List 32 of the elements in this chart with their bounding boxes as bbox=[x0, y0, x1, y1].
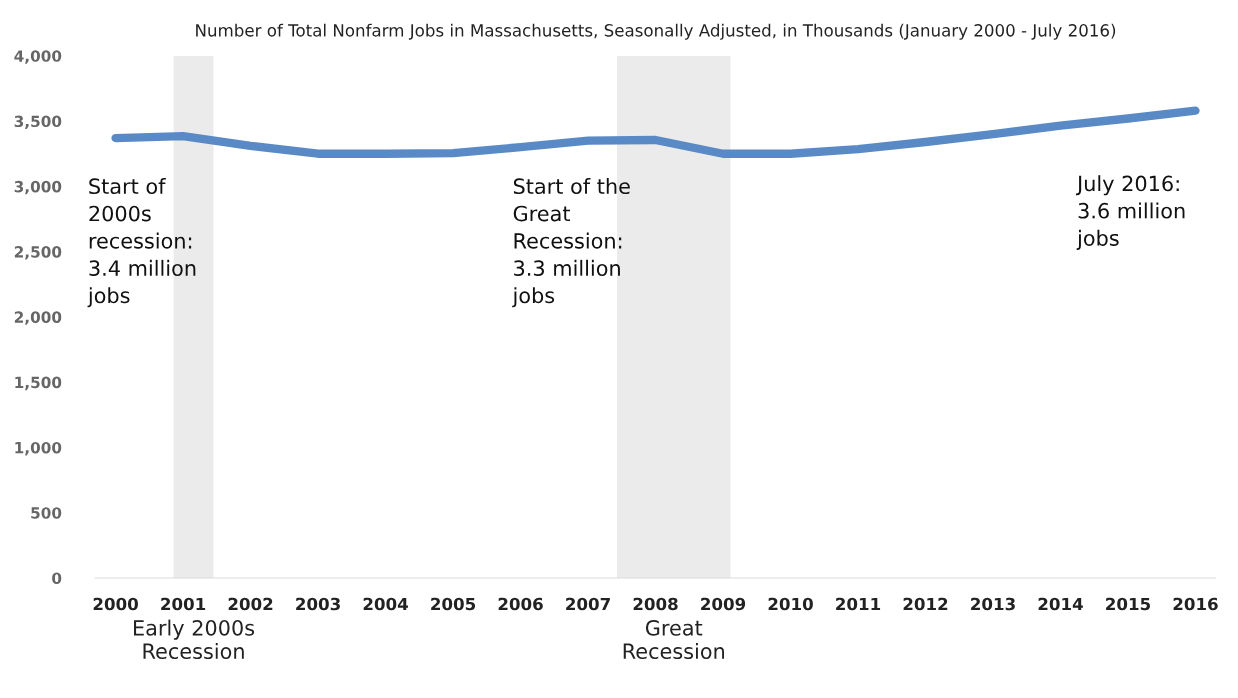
x-tick-label: 2003 bbox=[296, 597, 340, 611]
annotation: Start of 2000s recession: 3.4 million jobs bbox=[87, 177, 196, 308]
x-tick-label: 2015 bbox=[1106, 597, 1150, 611]
band-label: Early 2000s Recession bbox=[134, 619, 255, 660]
annotation: July 2016: 3.6 million jobs bbox=[1075, 175, 1185, 250]
x-tick-label: 2016 bbox=[1173, 597, 1218, 611]
y-tick-label: 1,000 bbox=[15, 441, 62, 456]
y-tick-label: 3,500 bbox=[14, 115, 62, 130]
y-tick-label: 0 bbox=[52, 572, 62, 584]
y-tick-label: 1,500 bbox=[15, 376, 62, 391]
chart-title: Number of Total Nonfarm Jobs in Massachusetts, Seasonally Adjusted, in Thousands (January 2000 - July 2016) bbox=[196, 23, 1116, 40]
y-tick-label: 4,000 bbox=[14, 50, 62, 64]
annotation: Start of the Great Recession: 3.3 million jobs bbox=[512, 177, 630, 308]
x-tick-label: 2014 bbox=[1038, 597, 1083, 611]
x-tick-label: 2002 bbox=[228, 597, 273, 611]
x-tick-label: 2006 bbox=[498, 597, 543, 611]
x-tick-label: 2004 bbox=[363, 597, 408, 611]
x-tick-label: 2013 bbox=[971, 597, 1015, 611]
x-tick-label: 2001 bbox=[161, 597, 206, 611]
x-tick-label: 2008 bbox=[633, 597, 678, 611]
y-tick-label: 2,000 bbox=[14, 311, 62, 325]
x-tick-label: 2011 bbox=[836, 597, 881, 611]
x-tick-label: 2000 bbox=[93, 597, 138, 611]
x-tick-label: 2010 bbox=[768, 597, 813, 611]
y-tick-label: 3,000 bbox=[14, 180, 62, 195]
band-label: Great Recession bbox=[623, 619, 725, 660]
x-tick-label: 2005 bbox=[431, 597, 476, 611]
y-tick-label: 2,500 bbox=[14, 246, 62, 260]
x-tick-label: 2007 bbox=[566, 597, 610, 611]
y-tick-label: 500 bbox=[31, 507, 62, 519]
x-tick-label: 2012 bbox=[903, 597, 948, 611]
x-tick-label: 2009 bbox=[701, 597, 746, 611]
